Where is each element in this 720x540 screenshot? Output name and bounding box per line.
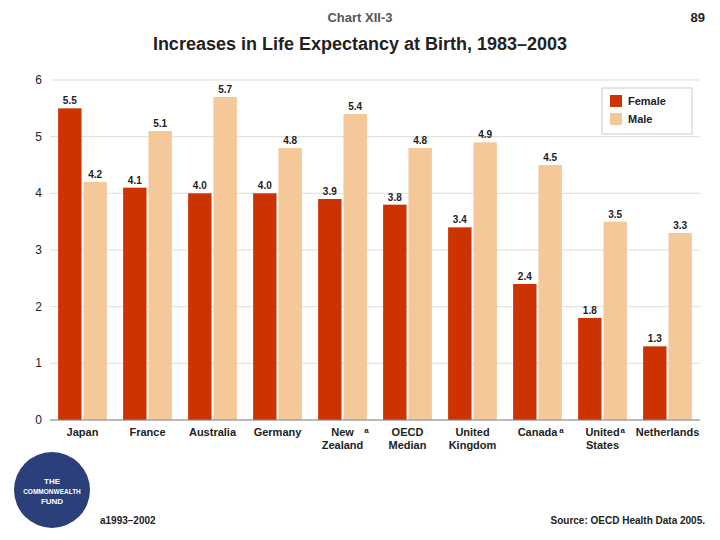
data-label: 2.4 (518, 271, 532, 282)
bar (58, 108, 81, 420)
legend: Female Male (602, 88, 692, 134)
bar (383, 205, 406, 420)
x-tick-label: Netherlands (636, 426, 700, 438)
data-label: 3.9 (323, 186, 337, 197)
page-number: 89 (691, 10, 705, 25)
x-tick-label: UnitedStates (585, 426, 619, 451)
data-label: 4.0 (258, 180, 272, 191)
data-label: 4.2 (88, 169, 102, 180)
logo-text: FUND (41, 497, 63, 506)
x-axis: Japan France Australia Germany NewZealand OEC… (67, 426, 700, 451)
data-label: 4.9 (478, 129, 492, 140)
bar (83, 182, 106, 420)
x-tick-label: Canada (518, 426, 559, 438)
y-tick-label: 0 (35, 413, 42, 427)
legend-box (602, 88, 692, 134)
bar (473, 142, 496, 420)
data-label: 5.1 (153, 118, 167, 129)
bar (278, 148, 301, 420)
bar (343, 114, 366, 420)
bar (538, 165, 561, 420)
bar (188, 193, 211, 420)
data-label: 4.5 (543, 152, 557, 163)
y-tick-label: 2 (35, 300, 42, 314)
x-tick-label: France (129, 426, 165, 438)
grid-line (50, 193, 700, 194)
logo-text: COMMONWEALTH (23, 488, 81, 495)
data-label: 4.8 (413, 135, 427, 146)
bar (603, 222, 626, 420)
data-label: 3.3 (673, 220, 687, 231)
data-label: 3.8 (388, 192, 402, 203)
footnote: a1993–2002 (100, 515, 156, 526)
bar (123, 188, 146, 420)
legend-entry: Male (628, 113, 652, 125)
data-label: 4.0 (193, 180, 207, 191)
data-label: 5.5 (63, 95, 77, 106)
x-tick-label: OECDMedian (389, 426, 427, 451)
grid-line (50, 420, 700, 421)
footnote-marker: a (621, 426, 626, 435)
grid-line (50, 250, 700, 251)
bar (253, 193, 276, 420)
logo (14, 452, 90, 528)
title: Increases in Life Expectancy at Birth, 1… (153, 34, 567, 54)
bar (578, 318, 601, 420)
grid-line (50, 80, 700, 81)
data-label: 5.4 (348, 101, 362, 112)
bar (213, 97, 236, 420)
grid-line (50, 136, 700, 137)
bar (668, 233, 691, 420)
legend-swatch (610, 95, 622, 107)
y-tick-label: 6 (35, 73, 42, 87)
x-tick-label: Germany (254, 426, 303, 438)
x-tick-label: Australia (189, 426, 237, 438)
bar (148, 131, 171, 420)
data-label: 3.4 (453, 214, 467, 225)
bars (58, 97, 692, 420)
footnote-marker: a (364, 426, 369, 435)
grid-line (50, 363, 700, 364)
data-label: 1.8 (583, 305, 597, 316)
bar (408, 148, 431, 420)
x-axis-line (50, 420, 700, 421)
bar (448, 227, 471, 420)
data-label: 4.8 (283, 135, 297, 146)
data-labels: 5.5 4.1 4.0 4.0 3.9 3.8 3.4 2.4 1.8 1.3 4.2 5.1 5.7 4… (63, 84, 688, 344)
y-tick-label: 1 (35, 356, 42, 370)
y-axis: 0 1 2 3 4 5 6 (35, 73, 700, 427)
x-tick-label: UnitedKingdom (449, 426, 497, 451)
footnote-marker: a (559, 426, 564, 435)
data-label: 4.1 (128, 175, 142, 186)
subtitle: Chart XII-3 (327, 10, 392, 25)
bar (318, 199, 341, 420)
legend-entry: Female (628, 95, 666, 107)
bar (643, 346, 666, 420)
x-tick-label: NewZealand (322, 426, 364, 451)
y-tick-label: 5 (35, 130, 42, 144)
chart: Chart XII-3 Increases in Life Expectancy … (0, 0, 720, 540)
y-tick-label: 4 (35, 186, 42, 200)
data-label: 1.3 (648, 333, 662, 344)
grid-line (50, 306, 700, 307)
data-label: 3.5 (608, 209, 622, 220)
bar (513, 284, 536, 420)
source: Source: OECD Health Data 2005. (551, 515, 706, 526)
logo-text: THE (44, 477, 61, 486)
y-tick-label: 3 (35, 243, 42, 257)
x-tick-label: Japan (67, 426, 99, 438)
legend-swatch (610, 113, 622, 125)
data-label: 5.7 (218, 84, 232, 95)
